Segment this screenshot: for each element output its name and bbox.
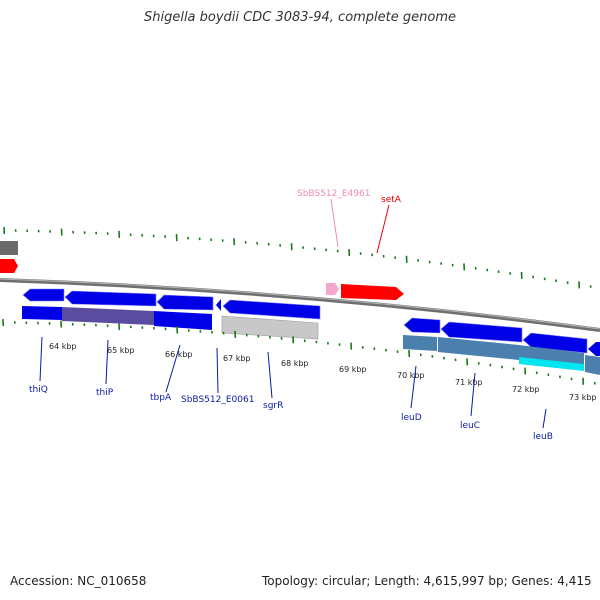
leader-line-sgrR — [267, 351, 273, 399]
leader-line-thiP — [105, 339, 109, 385]
kbp-label-66: 66 kbp — [165, 350, 193, 359]
leader-line-leuB — [542, 408, 547, 429]
kbp-label-70: 70 kbp — [397, 371, 425, 380]
kbp-label-68: 68 kbp — [281, 359, 309, 368]
kbp-label-64: 64 kbp — [49, 342, 77, 351]
inner-tick-ruler — [2, 319, 596, 385]
leader-line-setA — [376, 204, 390, 254]
leader-line-SbBS512_E0061 — [216, 347, 219, 394]
offscreen-red-feature[interactable] — [0, 259, 18, 273]
cds-bar-leuD[interactable] — [403, 335, 437, 351]
topology-label: Topology: circular; Length: 4,615,997 bp… — [262, 574, 592, 588]
outer-tick-ruler — [3, 227, 592, 289]
kbp-label-73: 73 kbp — [569, 393, 597, 402]
gene-label-thiP[interactable]: thiP — [96, 388, 114, 398]
genome-backbone-highlight — [0, 278, 600, 330]
gene-label-leuB[interactable]: leuB — [533, 432, 553, 442]
cds-bar-leuB[interactable] — [519, 345, 584, 365]
kbp-label-72: 72 kbp — [512, 385, 540, 394]
leader-line-leuD — [410, 365, 417, 409]
gene-label-SbBS512_E4961[interactable]: SbBS512_E4961 — [297, 189, 370, 199]
gene-arrow-small[interactable] — [216, 299, 221, 311]
gene-label-SbBS512_E0061[interactable]: SbBS512_E0061 — [181, 395, 254, 405]
gene-arrow-thiP[interactable] — [64, 290, 157, 307]
kbp-label-65: 65 kbp — [107, 346, 135, 355]
gene-label-setA[interactable]: setA — [381, 195, 402, 205]
cds-bar-tbpA[interactable] — [154, 311, 212, 330]
map-title: Shigella boydii CDC 3083-94, complete ge… — [143, 10, 457, 25]
leader-line-thiQ — [39, 336, 43, 382]
gene-label-sgrR[interactable]: sgrR — [263, 401, 283, 411]
gene-arrow-leuD[interactable] — [403, 317, 441, 334]
gene-arrow-tbpA[interactable] — [156, 294, 214, 311]
kbp-label-67: 67 kbp — [223, 354, 251, 363]
cds-bar-leuB-cyan[interactable] — [519, 357, 584, 371]
accession-label: Accession: NC_010658 — [10, 574, 147, 588]
gene-label-tbpA[interactable]: tbpA — [150, 393, 172, 403]
gene-arrow-edge[interactable] — [588, 342, 600, 356]
gene-arrow-leuC[interactable] — [440, 321, 523, 343]
genome-backbone — [0, 278, 600, 332]
cds-bar-thiP-overlap[interactable] — [62, 307, 154, 325]
setA-feature-arrow[interactable] — [341, 284, 404, 300]
gene-arrow-thiQ[interactable] — [22, 288, 65, 302]
leader-line-leuC — [470, 372, 476, 417]
leader-line-tbpA — [165, 344, 181, 393]
gene-label-thiQ[interactable]: thiQ — [29, 385, 48, 395]
gene-arrow-sgrR[interactable] — [222, 299, 321, 320]
pink-feature-arrow[interactable] — [326, 283, 339, 295]
leader-line-SbBS512_E4961 — [330, 198, 339, 248]
bottom-gene-labels: thiQ thiP tbpA SbBS512_E0061 sgrR leuD l… — [29, 336, 553, 442]
kbp-labels: 64 kbp 65 kbp 66 kbp 67 kbp 68 kbp 69 kb… — [49, 342, 597, 402]
gene-label-leuD[interactable]: leuD — [401, 413, 422, 423]
gene-label-leuC[interactable]: leuC — [460, 421, 480, 431]
kbp-label-69: 69 kbp — [339, 365, 367, 374]
cds-bar-thiQ[interactable] — [22, 306, 62, 320]
pseudogene-bar[interactable] — [221, 315, 319, 340]
kbp-label-71: 71 kbp — [455, 378, 483, 387]
cds-bar-leuC[interactable] — [438, 337, 519, 360]
offscreen-grey-feature[interactable] — [0, 241, 18, 255]
cds-bar-edge[interactable] — [585, 355, 600, 375]
